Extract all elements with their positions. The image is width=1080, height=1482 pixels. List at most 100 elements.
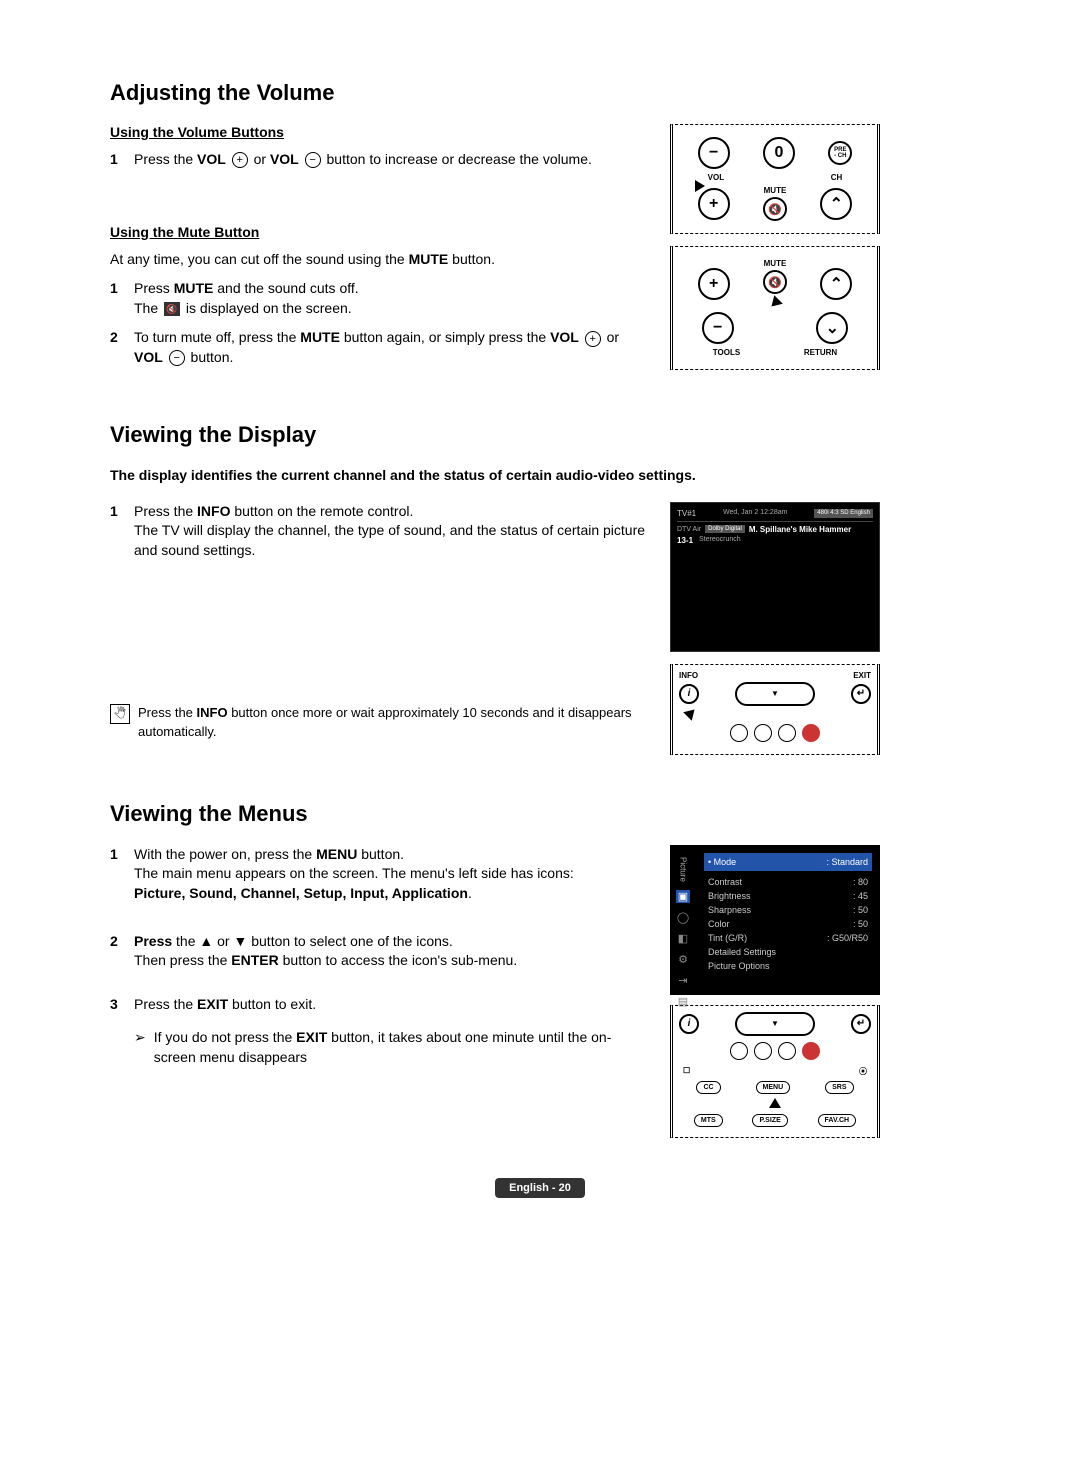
menu-item: Contrast: 80 (704, 875, 872, 889)
section1-title: Adjusting the Volume (110, 80, 970, 106)
nav-pad: ▼ (735, 682, 815, 706)
menu-item: Brightness: 45 (704, 889, 872, 903)
mute-step2: To turn mute off, press the MUTE button … (134, 328, 650, 367)
remote-diagram-2: + MUTE🔇 ⌃ − ⌄ TOOLS RETURN (670, 246, 880, 370)
mute-button: 🔇 (763, 197, 787, 221)
cc-icon-label: ☐ (683, 1066, 690, 1077)
plus-icon: + (585, 331, 601, 347)
vol-step1: Press the VOL + or VOL − button to incre… (134, 150, 650, 170)
ch-down-button: ⌄ (816, 312, 848, 344)
favch-button: FAV.CH (818, 1114, 857, 1127)
vol-plus-button: + (698, 188, 730, 220)
menu-icon-input: ⇥ (676, 974, 690, 987)
color-dot-red (802, 1042, 820, 1060)
display-step1: Press the INFO button on the remote cont… (134, 502, 650, 561)
mute-button: 🔇 (763, 270, 787, 294)
menu-sidebar-label: Picture (679, 857, 688, 882)
ch-up-button: ⌃ (820, 268, 852, 300)
tv-dolby: Dolby Digital (705, 525, 745, 533)
sub1-heading: Using the Volume Buttons (110, 124, 650, 140)
page-footer: English - 20 (495, 1178, 585, 1198)
rec-icon-label: ⦿ (859, 1066, 867, 1077)
vol-minus-button: − (698, 137, 730, 169)
menu-icon-app: ▤ (676, 995, 690, 1008)
minus-icon: − (305, 152, 321, 168)
cc-button: CC (696, 1081, 720, 1094)
minus-icon: − (169, 350, 185, 366)
menu-item: Tint (G/R): G50/R50 (704, 931, 872, 945)
color-dot-red (802, 724, 820, 742)
color-dot (730, 1042, 748, 1060)
color-dot (730, 724, 748, 742)
pre-ch-button: PRE - CH (828, 141, 852, 165)
color-dot (754, 1042, 772, 1060)
step-number: 2 (110, 932, 124, 971)
psize-button: P.SIZE (752, 1114, 787, 1127)
menu-item: Color: 50 (704, 917, 872, 931)
menu-item: Picture Options (704, 959, 872, 973)
mute-step1: Press MUTE and the sound cuts off. The 🔇… (134, 279, 650, 318)
menu-step2: Press the ▲ or ▼ button to select one of… (134, 932, 650, 971)
plus-icon: + (232, 152, 248, 168)
menu-icon-setup: ⚙ (676, 953, 690, 966)
vol-plus-button: + (698, 268, 730, 300)
menu-item: Sharpness: 50 (704, 903, 872, 917)
step-number: 1 (110, 279, 124, 318)
return-label: RETURN (804, 348, 837, 357)
tv-show: M. Spillane's Mike Hammer (749, 525, 851, 534)
info-button: i (679, 684, 699, 704)
menu-step3: Press the EXIT button to exit. (134, 995, 650, 1015)
menu-item: • Mode: Standard (704, 853, 872, 871)
tv-menu-screen: Picture ▣ ◯ ◧ ⚙ ⇥ ▤ • Mode: StandardCont… (670, 845, 880, 995)
step-number: 1 (110, 845, 124, 904)
info-button: i (679, 1014, 699, 1034)
tv-channel: 13-1 (677, 536, 693, 545)
menu-icon-sound: ◯ (676, 911, 690, 924)
menu-list: • Mode: Standard Contrast: 80Brightness: … (696, 853, 872, 987)
tv-info-screen: TV#1 Wed, Jan 2 12:28am 480i 4:3 SD Engl… (670, 502, 880, 652)
remote-diagram-1: − 0 PRE - CH VOL CH + MUTE 🔇 ⌃ (670, 124, 880, 234)
mute-intro: At any time, you can cut off the sound u… (110, 250, 650, 270)
tools-label: TOOLS (713, 348, 740, 357)
tv-date: Wed, Jan 2 12:28am (723, 509, 787, 518)
info-note: Press the INFO button once more or wait … (138, 704, 650, 740)
tv-air: DTV Air (677, 526, 701, 533)
menu-item: Detailed Settings (704, 945, 872, 959)
mts-button: MTS (694, 1114, 723, 1127)
exit-button: ↵ (851, 684, 871, 704)
step-number: 2 (110, 328, 124, 367)
menu-arrow-note: ➢ If you do not press the EXIT button, i… (134, 1028, 650, 1067)
sub2-heading: Using the Mute Button (110, 224, 650, 240)
menu-button: MENU (756, 1081, 791, 1094)
mute-label: MUTE (764, 259, 787, 268)
ch-label: CH (831, 173, 843, 182)
step-number: 3 (110, 995, 124, 1015)
section3-title: Viewing the Menus (110, 801, 970, 827)
remote-nav-2: i ▼ ↵ ☐ ⦿ CC MENU SRS MTS P.S (670, 1005, 880, 1138)
ch-up-button: ⌃ (820, 188, 852, 220)
menu-icon-picture: ▣ (676, 890, 690, 903)
remote-nav-1: INFO EXIT i ▼ ↵ (670, 664, 880, 755)
color-dot (754, 724, 772, 742)
exit-button: ↵ (851, 1014, 871, 1034)
exit-label: EXIT (853, 671, 871, 680)
info-label: INFO (679, 671, 698, 680)
section2-intro: The display identifies the current chann… (110, 466, 970, 486)
note-icon: 🖑 (110, 704, 130, 724)
tv-sub: Stereocrunch (699, 536, 741, 545)
step-number: 1 (110, 502, 124, 561)
color-dot (778, 724, 796, 742)
srs-button: SRS (825, 1081, 853, 1094)
menu-icon-channel: ◧ (676, 932, 690, 945)
tv-title: TV#1 (677, 509, 696, 518)
mute-label: MUTE (764, 186, 787, 195)
step-number: 1 (110, 150, 124, 170)
mute-screen-icon: 🔇 (164, 302, 180, 316)
nav-pad: ▼ (735, 1012, 815, 1036)
color-dot (778, 1042, 796, 1060)
section2-title: Viewing the Display (110, 422, 970, 448)
menu-step1: With the power on, press the MENU button… (134, 845, 650, 904)
vol-label: VOL (708, 173, 724, 182)
zero-button: 0 (763, 137, 795, 169)
tv-badge: 480i 4:3 SD English (814, 509, 873, 518)
